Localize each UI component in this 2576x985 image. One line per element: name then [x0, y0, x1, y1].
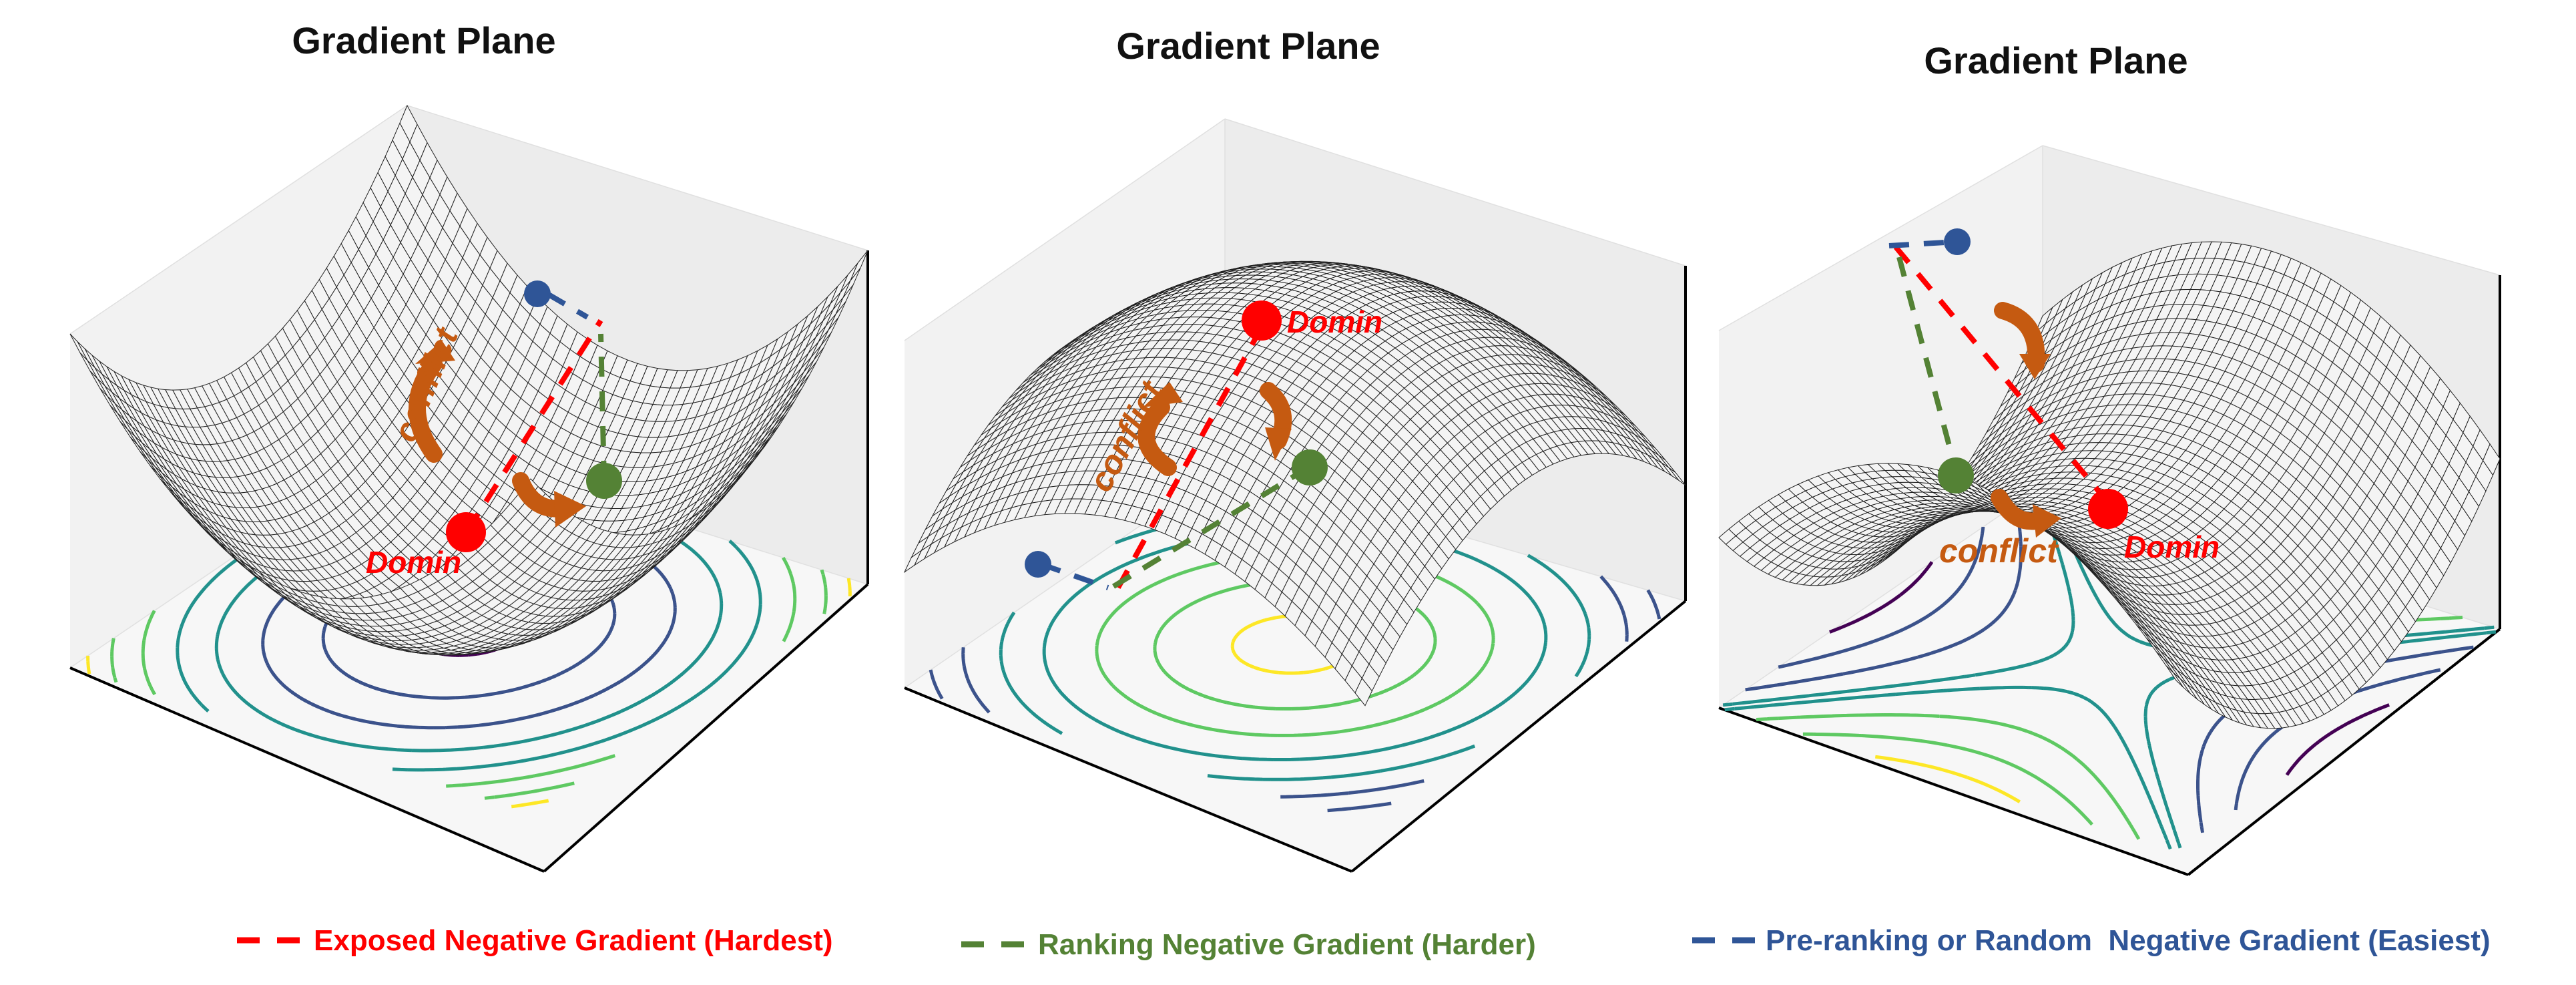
- panel-2-dome-surface: Domin conflict: [903, 118, 1687, 873]
- panel-2-contours: [929, 476, 1661, 813]
- panel-2-surface-mesh: [903, 260, 1686, 707]
- panel-1-dominant-point: [446, 512, 486, 552]
- panel-1-preranking-point: [524, 280, 551, 307]
- panel-3-saddle-surface: Domin conflict: [1718, 145, 2501, 876]
- panel-1-ranking-path: [598, 333, 607, 481]
- panel-1-conflict-arrow-head: [415, 341, 455, 364]
- panel-1-exposed-path: [465, 319, 603, 533]
- panel-1-gradient-paths: Domin conflict: [366, 280, 622, 580]
- panel-3-title: Gradient Plane: [1924, 39, 2187, 81]
- panel-1-conflict-arrow-2-head: [554, 491, 586, 528]
- panel-1-title: Gradient Plane: [292, 19, 555, 61]
- panel-2-dominant-label: Domin: [1287, 305, 1382, 339]
- panel-1-ranking-point: [586, 463, 622, 499]
- panel-2-title: Gradient Plane: [1116, 25, 1380, 67]
- panel-2-preranking-point: [1025, 551, 1051, 578]
- panel-2-dominant-point: [1242, 301, 1282, 341]
- panel-2-ranking-point: [1292, 449, 1328, 485]
- panel-1-bowl-surface: Domin conflict: [69, 104, 869, 873]
- panel-1-dominant-label: Domin: [366, 545, 461, 580]
- panel-1-surface-mesh: [69, 104, 868, 656]
- panel-1-conflict-arrow: [409, 355, 443, 463]
- panel-1-preranking-path: [545, 291, 589, 320]
